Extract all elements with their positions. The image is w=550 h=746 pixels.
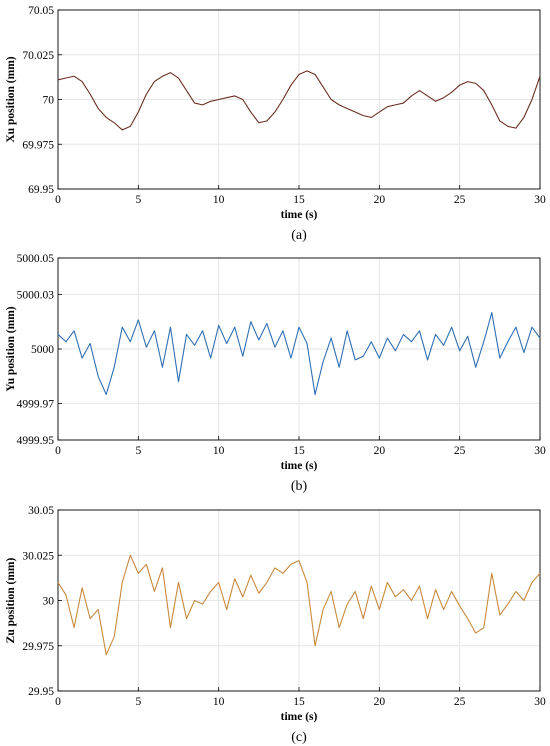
chart-panel-2: 0 5 10 15 20 25 30 4999.95 4999.97 5000 5000.03 500…	[5, 253, 546, 494]
x-tick-label: 20	[374, 445, 386, 457]
x-tick-label: 25	[454, 696, 466, 708]
y-axis-label: Xu position (mm)	[5, 56, 17, 142]
panel-caption: (b)	[291, 479, 308, 494]
chart-panel-1: 0 5 10 15 20 25 30 69.95 69.975 70 70.025 70.05 time…	[5, 5, 546, 243]
y-tick-label: 30.025	[22, 550, 54, 562]
x-tick-label: 0	[55, 445, 61, 457]
panel-caption: (a)	[291, 228, 307, 243]
x-tick-label: 30	[534, 696, 546, 708]
y-axis-label: Yu position (mm)	[5, 306, 17, 391]
x-tick-label: 30	[534, 194, 546, 206]
y-tick-label: 30.05	[28, 505, 54, 517]
x-tick-label: 5	[135, 696, 141, 708]
y-tick-label: 30	[43, 596, 55, 608]
y-tick-label: 4999.95	[17, 435, 55, 447]
x-tick-label: 5	[135, 445, 141, 457]
y-tick-label: 29.95	[28, 686, 54, 698]
x-tick-label: 15	[293, 445, 305, 457]
x-tick-label: 30	[534, 445, 546, 457]
y-axis-label: Zu position (mm)	[5, 558, 17, 644]
x-tick-label: 0	[55, 696, 61, 708]
y-tick-label: 29.975	[22, 641, 54, 653]
x-tick-label: 10	[213, 194, 225, 206]
x-tick-label: 15	[293, 194, 305, 206]
series-line-1	[57, 554, 541, 656]
x-tick-label: 25	[454, 445, 466, 457]
x-tick-label: 10	[213, 696, 225, 708]
series-line-1	[57, 312, 541, 396]
x-tick-label: 25	[454, 194, 466, 206]
x-axis-label: time (s)	[281, 460, 318, 472]
y-tick-label: 69.95	[28, 184, 54, 196]
x-tick-label: 20	[374, 696, 386, 708]
y-tick-label: 70.05	[28, 5, 54, 17]
chart-panel-3: 0 5 10 15 20 25 30 29.95 29.975 30 30.025 30.05 time…	[5, 505, 546, 745]
series-line-1	[57, 70, 541, 131]
panel-caption: (c)	[291, 730, 307, 745]
y-tick-label: 5000.03	[17, 289, 55, 301]
x-tick-label: 0	[55, 194, 61, 206]
y-tick-label: 5000	[31, 344, 54, 356]
x-tick-label: 20	[374, 194, 386, 206]
x-axis-label: time (s)	[281, 711, 318, 723]
x-tick-label: 15	[293, 696, 305, 708]
x-tick-label: 5	[135, 194, 141, 206]
y-tick-label: 70	[43, 95, 55, 107]
y-tick-label: 70.025	[22, 50, 54, 62]
y-tick-label: 4999.97	[17, 399, 55, 411]
y-tick-label: 69.975	[22, 139, 54, 151]
x-axis-label: time (s)	[281, 209, 318, 221]
x-tick-label: 10	[213, 445, 225, 457]
y-tick-label: 5000.05	[17, 253, 55, 265]
